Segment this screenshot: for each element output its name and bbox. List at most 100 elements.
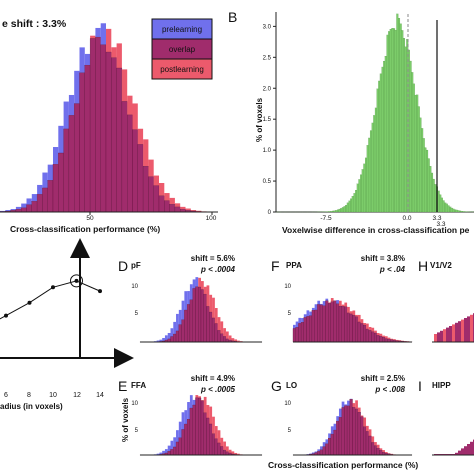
bar-postlearning [398,340,402,341]
bar-overlap [174,206,181,213]
bar-difference [439,194,442,213]
bar-postlearning [357,407,361,413]
bar-prelearning [306,310,310,317]
panel-c-point [74,278,79,283]
bar-overlap [349,399,353,456]
bar-prelearning [63,101,69,129]
bar-difference [378,80,381,213]
bar-prelearning [37,184,43,195]
panel-b-y-tick-label: 2.0 [263,86,272,92]
bar-prelearning [156,340,160,342]
bar-postlearning [360,319,364,324]
bar-difference [343,206,346,213]
bar-overlap [325,300,329,343]
panel-e-y-tick: 10 [131,401,138,407]
bar-postlearning [347,306,350,313]
bar-overlap [181,429,185,456]
bar-difference [416,94,419,213]
bar-prelearning [344,404,348,406]
bar-difference [369,130,372,213]
bar-overlap [309,315,313,343]
bar-prelearning [84,53,91,66]
bar-prelearning [178,421,182,438]
bar-overlap [223,336,227,343]
bar-prelearning [192,399,196,406]
bar-difference [360,174,363,213]
bar-postlearning [363,323,367,326]
bar-difference [442,200,445,213]
panel-c-tick-label: 12 [73,392,81,399]
bar-overlap [68,115,75,213]
bar-overlap [175,330,179,343]
bar-overlap [379,336,383,343]
bar-postlearning [237,453,240,455]
panel-c-point [4,313,8,318]
bar-prelearning [159,339,163,342]
panel-c: 6 8 10 12 14 adius (in voxels) [0,238,134,411]
bar-postlearning [368,429,372,437]
bar-prelearning [181,300,185,320]
legend-postlearning-label: postlearning [160,65,204,74]
bar-difference [401,30,404,213]
panel-f-y-tick: 5 [288,311,292,317]
bar-postlearning [225,331,229,339]
panel-d-letter: D [118,258,128,274]
bar-difference [454,209,457,213]
bar-postlearning [363,417,367,427]
bar-difference [332,210,335,213]
panel-g-shift: shift = 2.5% [361,374,405,383]
bar-overlap [371,331,375,343]
bar-overlap [200,289,204,343]
bar-difference [460,211,463,213]
bar-prelearning [314,304,318,310]
bar-overlap [352,315,356,343]
panel-b-tick-label: -7.5 [320,215,332,222]
panel-i-roi: HIPP [432,381,451,390]
bar-overlap [336,420,340,456]
bar-difference [373,115,376,213]
bar-overlap [192,404,196,456]
bar-difference [341,207,344,213]
bar-overlap [52,164,59,213]
panel-b-y-tick-label: 0.5 [263,179,272,185]
panel-g-histogram [292,398,413,456]
panel-g-y-tick: 5 [288,428,292,434]
bar-postlearning [384,452,388,454]
bar-overlap [349,313,353,343]
panel-b-y-label: % of voxels [255,97,264,142]
bar-overlap [341,306,345,343]
panel-c-tick-label: 6 [4,392,8,399]
bar-overlap [198,286,202,343]
bar-difference [419,117,422,213]
bar-postlearning [106,28,112,53]
bar-prelearning [164,449,168,453]
bar-overlap [186,419,191,456]
bar-postlearning [368,326,372,331]
bar-difference [381,66,384,213]
panel-a-tick-label: 100 [206,215,217,222]
panel-e: E FFA shift = 4.9% p < .0005 % of voxels… [118,374,263,456]
bar-postlearning [371,436,375,443]
bar-postlearning [237,340,240,342]
bottom-x-label: Cross-classification performance (%) [268,460,418,470]
bar-postlearning [201,281,204,290]
bar-overlap [363,324,367,343]
bar-prelearning [47,164,53,181]
bar-overlap [376,448,380,456]
bar-difference [414,94,417,213]
bar-postlearning [341,304,345,307]
bar-postlearning [366,425,369,432]
panel-f: F PPA shift = 3.8% p < .04 10 5 [271,254,413,343]
bar-overlap [325,443,329,456]
bar-overlap [311,310,315,343]
bar-postlearning [352,310,356,316]
bar-prelearning [184,291,188,311]
bar-overlap [333,429,337,456]
bar-prelearning [184,410,188,425]
bar-difference [358,179,361,213]
panel-c-highlight-circle [70,274,83,288]
bar-postlearning [153,175,159,186]
bar-overlap [379,450,383,456]
bar-prelearning [333,423,337,431]
bar-postlearning [190,210,197,211]
